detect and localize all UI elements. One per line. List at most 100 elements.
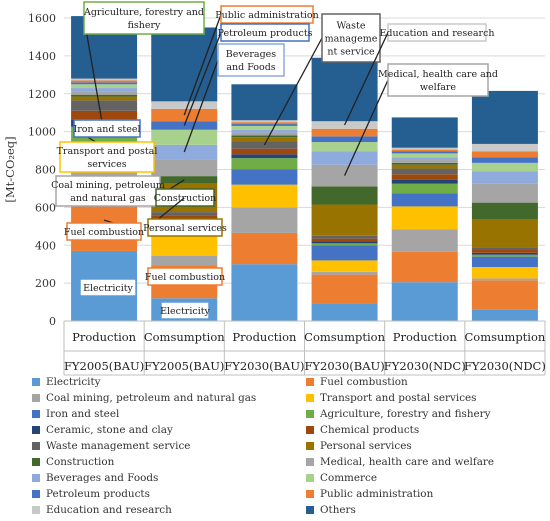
legend-swatch (32, 490, 40, 498)
legend-label: Iron and steel (46, 408, 120, 420)
y-axis-label: [Mt-CO₂eq] (3, 136, 17, 202)
y-tick-label: 200 (35, 277, 56, 290)
legend-item: Commerce (306, 472, 377, 484)
callout-label-line: and Foods (226, 62, 275, 73)
y-tick-label: 600 (35, 201, 56, 214)
bar-segment (231, 264, 298, 321)
legend-item: Fuel combustion (306, 376, 408, 388)
bar-segment (311, 142, 378, 152)
bar-segment (71, 94, 138, 97)
bar-segment (71, 91, 138, 95)
bar-segment (311, 186, 378, 205)
legend-label: Agriculture, forestry and fishery (320, 408, 491, 420)
y-tick-label: 800 (35, 164, 56, 177)
legend-label: Commerce (320, 472, 377, 484)
legend-swatch (32, 394, 40, 402)
bar-segment (471, 247, 538, 250)
x-group-label: FY2030(BAU) (304, 359, 384, 373)
callout-leader (263, 37, 323, 146)
callout-box (59, 141, 155, 173)
callout-leader (183, 59, 219, 153)
callout-box (147, 267, 223, 286)
bar-segment (71, 78, 138, 81)
bar-segment (71, 110, 138, 120)
callout-box (321, 13, 381, 63)
bar-segment (471, 162, 538, 172)
bar-segment (231, 207, 298, 233)
callout-label: Beverages and Foods (226, 49, 277, 73)
y-tick-label: 1200 (28, 88, 56, 101)
bar-segment (231, 154, 298, 159)
bar-segment (391, 149, 458, 152)
bar-segment (231, 148, 298, 155)
x-category-label: Comsumption (464, 330, 545, 344)
bar-segment (311, 245, 378, 261)
legend-item: Personal services (306, 440, 412, 452)
legend-item: Beverages and Foods (32, 472, 158, 484)
callout-box (73, 119, 141, 138)
x-category-label: Production (393, 330, 458, 344)
bar-segment (391, 282, 458, 321)
bar-segment (71, 96, 138, 101)
legend-swatch (306, 458, 314, 466)
callout-label: Medical, health care and welfare (378, 69, 498, 93)
legend-item: Public administration (306, 488, 433, 500)
bar-segment (231, 137, 298, 142)
legend-swatch (306, 378, 314, 386)
bar-segment (391, 151, 458, 154)
callout-leader (83, 17, 105, 135)
callout-box (66, 222, 142, 241)
legend-item: Waste management service (32, 440, 190, 452)
stacked-bar-chart: 0 200 400 600 800 1000 1200 1400 1600 [Mt-CO₂eq] P… (3, 1, 546, 376)
x-category-label: Production (232, 330, 297, 344)
legend-swatch (306, 410, 314, 418)
legend-swatch (32, 458, 40, 466)
callout-label: Construction (154, 193, 216, 204)
legend-swatch (306, 426, 314, 434)
legend-item: Coal mining, petroleum and natural gas (32, 392, 256, 404)
x-group-label: FY2005(BAU) (64, 359, 144, 373)
callout-label-line: manageme (325, 34, 378, 45)
callout-label: Waste manageme nt service (325, 21, 378, 58)
callout-label: Coal mining, petroleum and natural gas (51, 180, 165, 204)
bar-segment (151, 212, 218, 216)
bar-segment (391, 117, 458, 148)
legend-swatch (32, 442, 40, 450)
legend-label: Ceramic, stone and clay (46, 424, 173, 436)
legend-label: Chemical products (320, 424, 420, 436)
legend-label: Construction (46, 456, 115, 468)
y-tick-label: 400 (35, 239, 56, 252)
legend-label: Waste management service (46, 440, 191, 452)
callout-box (220, 5, 314, 24)
bar-segment (151, 27, 218, 102)
bar-segment (391, 162, 458, 165)
bar-segment (311, 243, 378, 246)
callout-label: Personal services (143, 223, 227, 234)
bar-segment (231, 169, 298, 185)
bar-segment (311, 204, 378, 236)
bar-segment (231, 122, 298, 125)
callout-label: Iron and steel (73, 124, 140, 135)
bar-segment (71, 82, 138, 85)
bar-segment (471, 171, 538, 184)
bar-segment (231, 125, 298, 130)
legend-item: Education and research (32, 504, 172, 516)
callout-box (160, 301, 210, 320)
callout-label: Petroleum products (217, 28, 312, 39)
bar-segment (151, 255, 218, 266)
callout-box (387, 23, 487, 42)
x-category-label: Production (72, 330, 137, 344)
bar-segment (151, 101, 218, 109)
callout-label-line: nt service (327, 47, 375, 58)
bar-segment (151, 159, 218, 177)
bar-segment (311, 241, 378, 244)
callout-label: Fuel combustion (64, 227, 144, 238)
legend-item: Electricity (32, 376, 101, 388)
callout-label-line: services (87, 159, 126, 170)
legend-label: Electricity (46, 376, 101, 388)
bar-segment (391, 251, 458, 283)
bar-segment (471, 256, 538, 268)
bar-segment (471, 267, 538, 279)
legend-item: Chemical products (306, 424, 419, 436)
legend-label: Fuel combustion (320, 376, 408, 388)
